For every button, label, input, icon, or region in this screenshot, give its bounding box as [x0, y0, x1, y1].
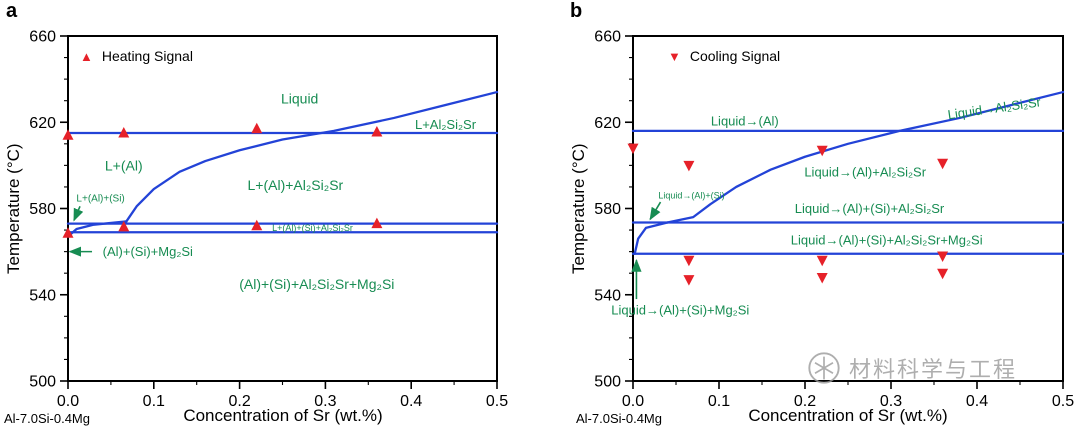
boundary-line-al2si2sr-liquidus-curve [125, 90, 499, 223]
y-tick-label: 540 [29, 287, 56, 304]
region-label: L+(Al)+(Si)+Al₂Si₂Sr [272, 223, 353, 233]
plot-area-heating: 500 540 580 620 660 0.0 0.1 0.2 0.3 0.4 0.5 Liquid L… [29, 29, 508, 411]
cooling-signal-marker [937, 158, 949, 170]
region-label: (Al)+(Si)+Mg₂Si [103, 244, 193, 259]
plot-frame [67, 35, 498, 382]
alloy-composition-label-a: Al-7.0Si-0.4Mg [4, 411, 90, 426]
x-tick-label: 0.1 [143, 393, 165, 410]
region-label-arrow [73, 206, 84, 222]
heating-up-triangle-icon: ▲ [80, 48, 93, 64]
region-label: L+(Al)+(Si) [76, 193, 124, 204]
x-axis-title-b: Concentration of Sr (wt.%) [748, 406, 948, 425]
cooling-signal-marker [816, 255, 828, 267]
region-label: Liquid→(Al)+(Si)+Al₂Si₂Sr+Mg₂Si [791, 232, 983, 247]
y-axis-title-b: Temperature (°C) [569, 143, 588, 274]
legend-label-cooling: Cooling Signal [689, 48, 781, 64]
cooling-down-triangle-icon: ▼ [668, 48, 681, 64]
region-label: L+(Al)+Al₂Si₂Sr [248, 177, 344, 193]
heating-signal-marker [62, 227, 74, 238]
cooling-signal-marker [683, 275, 695, 286]
region-label: Liquid→(Al)+Al₂Si₂Sr [804, 164, 926, 179]
region-label: Liquid→Al₂Si₂Sr [947, 94, 1043, 122]
y-tick-label: 500 [29, 374, 56, 391]
x-tick-label: 0.2 [794, 393, 816, 410]
region-label-arrow [649, 201, 662, 221]
legend-label-heating: Heating Signal [101, 48, 193, 64]
cooling-signal-marker [937, 251, 949, 262]
plot-area-cooling: 500 540 580 620 660 0.0 0.1 0.2 0.3 0.4 0.5 Liquid→… [594, 29, 1074, 411]
region-label: Liquid→(Al)+(Si) [658, 191, 724, 201]
y-tick-label: 660 [29, 29, 56, 46]
y-tick-label: 580 [29, 201, 56, 218]
region-label: L+(Al) [105, 157, 143, 173]
y-tick-label: 540 [594, 287, 621, 304]
legend-cooling: ▼ Cooling Signal [668, 48, 780, 64]
panel-a-label: a [6, 0, 18, 22]
y-tick-label: 500 [594, 374, 621, 391]
cooling-signal-marker [683, 255, 695, 267]
data-points-cooling-signal [627, 143, 949, 286]
x-tick-label: 0.0 [57, 393, 79, 410]
boundary-line-al2si2sr-liquidus-curve [666, 90, 1065, 224]
region-label: Liquid→(Al)+(Si)+Mg₂Si [611, 302, 749, 317]
alloy-composition-label-b: Al-7.0Si-0.4Mg [576, 411, 662, 426]
panel-b-label: b [570, 0, 583, 22]
y-tick-label: 620 [29, 115, 56, 132]
region-label: Liquid→(Al) [711, 114, 779, 129]
cooling-signal-marker [937, 268, 949, 280]
x-tick-label: 0.5 [486, 393, 508, 410]
y-tick-label: 580 [594, 201, 621, 218]
data-points-heating-signal [62, 122, 383, 238]
region-label: (Al)+(Si)+Al₂Si₂Sr+Mg₂Si [239, 276, 394, 292]
x-axis-title-a: Concentration of Sr (wt.%) [183, 406, 383, 425]
y-tick-label: 660 [594, 29, 621, 46]
x-tick-label: 0.1 [708, 393, 730, 410]
x-tick-label: 0.3 [880, 393, 902, 410]
y-axis-title-a: Temperature (°C) [4, 143, 23, 274]
heating-signal-marker [251, 122, 263, 134]
cooling-signal-marker [627, 143, 639, 155]
heating-signal-marker [371, 217, 383, 229]
x-tick-label: 0.3 [314, 393, 336, 410]
region-label: L+Al₂Si₂Sr [415, 117, 477, 132]
heating-signal-marker [118, 220, 130, 232]
x-tick-label: 0.5 [1052, 393, 1074, 410]
region-label: Liquid [281, 91, 318, 107]
y-tick-label: 620 [594, 115, 621, 132]
heating-signal-marker [62, 129, 74, 140]
x-tick-label: 0.4 [966, 393, 988, 410]
region-label: Liquid→(Al)+(Si)+Al₂Si₂Sr [795, 201, 945, 216]
cooling-signal-marker [816, 145, 828, 157]
cooling-signal-marker [816, 273, 828, 284]
heating-signal-marker [251, 219, 263, 231]
boundary-line-left-solvus [633, 221, 669, 255]
legend-heating: ▲ Heating Signal [80, 48, 193, 64]
panel-heating: 500 540 580 620 660 0.0 0.1 0.2 0.3 0.4 0.5 Liquid L… [4, 0, 508, 426]
heating-signal-marker [118, 127, 130, 138]
x-tick-label: 0.0 [622, 393, 644, 410]
x-tick-label: 0.2 [228, 393, 250, 410]
boundary-line-left-solvus [66, 220, 128, 238]
heating-signal-marker [371, 125, 383, 137]
cooling-signal-marker [683, 160, 695, 172]
x-tick-label: 0.4 [400, 393, 422, 410]
panel-cooling: 500 540 580 620 660 0.0 0.1 0.2 0.3 0.4 0.5 Liquid→… [540, 0, 1080, 440]
